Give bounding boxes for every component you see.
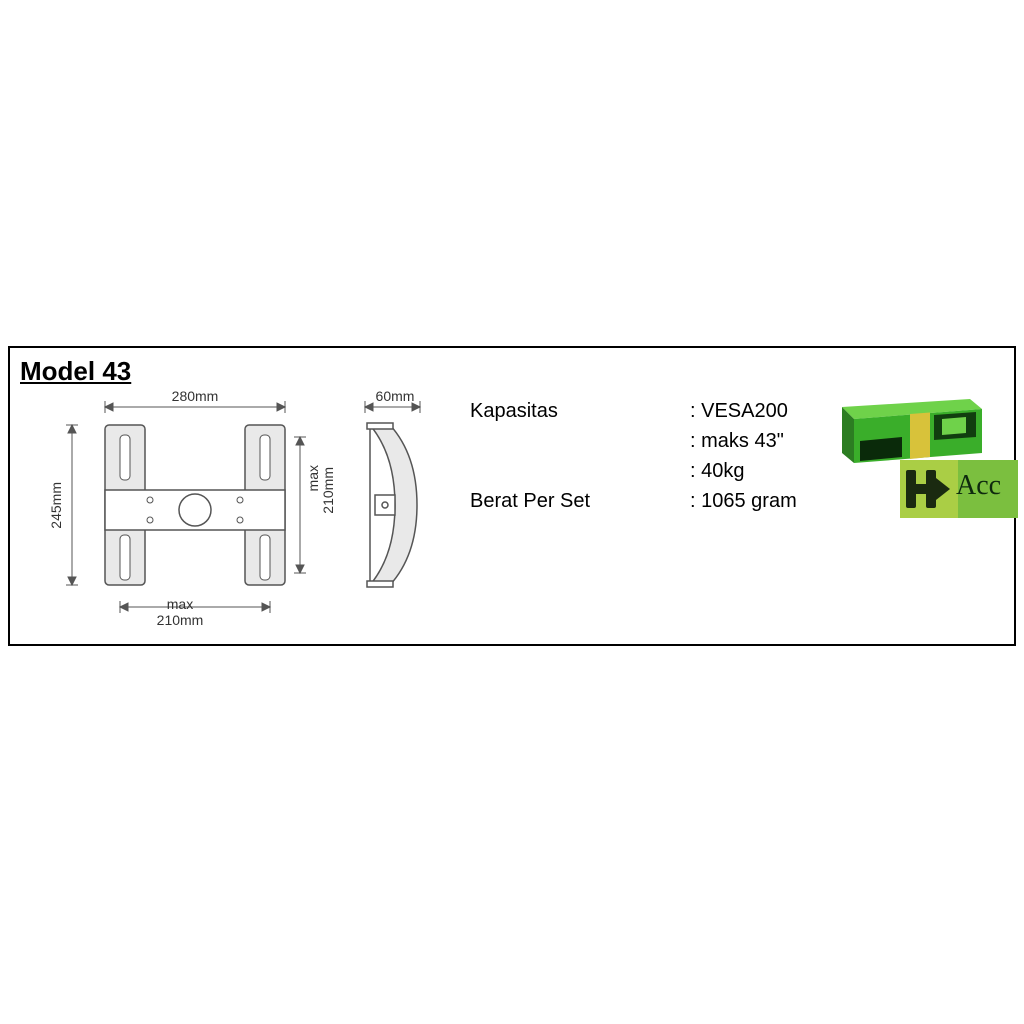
dim-bottom-210: 210mm — [150, 612, 210, 628]
spec-label-0: Kapasitas — [470, 400, 558, 423]
front-view-diagram — [50, 395, 320, 625]
dim-left-245: 245mm — [48, 470, 66, 540]
spec-value-1: : maks 43" — [690, 430, 784, 453]
package-box-2-text: Acc — [956, 470, 1001, 502]
dim-top-280: 280mm — [160, 388, 230, 404]
dim-bottom-max: max — [150, 596, 210, 612]
spec-value-3: : 1065 gram — [690, 490, 797, 513]
model-title: Model 43 — [20, 356, 131, 387]
dim-side-60: 60mm — [370, 388, 420, 404]
canvas: Model 43 Kapasitas : VESA200 : maks 43" … — [0, 0, 1024, 1024]
side-view-diagram — [345, 395, 440, 625]
spec-value-0: : VESA200 — [690, 400, 788, 423]
dim-right-210: 210mm — [320, 455, 338, 525]
spec-value-2: : 40kg — [690, 460, 744, 483]
spec-label-3: Berat Per Set — [470, 490, 590, 513]
